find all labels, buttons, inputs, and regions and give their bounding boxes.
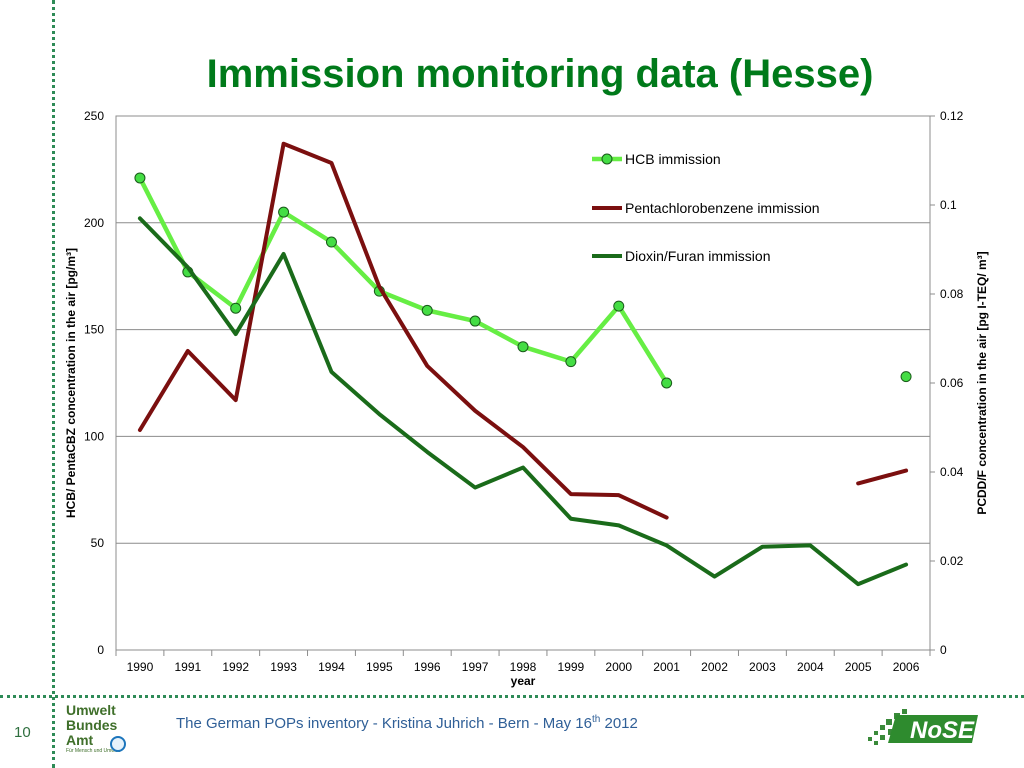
legend-label: Dioxin/Furan immission	[625, 248, 770, 264]
x-tick-label: 2003	[749, 660, 776, 674]
y-right-axis-title: PCDD/F concentration in the air [pg I-TE…	[975, 251, 989, 514]
hcb-data-point	[469, 315, 481, 327]
y-right-tick-label: 0.08	[940, 287, 964, 301]
x-tick-label: 1993	[270, 660, 297, 674]
y-right-tick-label: 0.1	[940, 198, 957, 212]
y-right-tick-label: 0.06	[940, 376, 964, 390]
series-line-1	[137, 141, 669, 520]
x-tick-label: 2001	[653, 660, 680, 674]
y-right-tick-label: 0.12	[940, 109, 964, 123]
umweltbundesamt-logo: Umwelt Bundes Amt Für Mensch und Umwelt	[66, 703, 128, 761]
hcb-data-point	[900, 371, 912, 383]
x-tick-label: 1995	[366, 660, 393, 674]
y-left-tick-label: 200	[84, 216, 104, 230]
x-tick-label: 2004	[797, 660, 824, 674]
legend-marker	[601, 153, 613, 165]
hcb-data-point	[421, 304, 433, 316]
logo-line-2: Bundes	[66, 717, 118, 733]
y-right-tick-label: 0.04	[940, 465, 964, 479]
series-line-2	[137, 216, 909, 587]
logo-subtitle: Für Mensch und Umwelt	[66, 748, 121, 754]
x-tick-label: 1992	[222, 660, 249, 674]
logo-line-1: Umwelt	[66, 702, 116, 718]
hcb-data-point	[517, 341, 529, 353]
hcb-data-point	[661, 377, 673, 389]
y-left-tick-label: 100	[84, 429, 104, 443]
left-dotted-border	[52, 0, 55, 768]
x-tick-label: 2005	[845, 660, 872, 674]
hcb-data-point	[613, 300, 625, 312]
footer-end: 2012	[600, 715, 638, 732]
bottom-dotted-border	[0, 695, 1024, 698]
y-left-tick-label: 150	[84, 323, 104, 337]
footer-main: The German POPs inventory - Kristina Juh…	[176, 715, 592, 732]
y-right-tick-label: 0.02	[940, 554, 964, 568]
x-tick-label: 2002	[701, 660, 728, 674]
y-left-tick-label: 0	[97, 643, 104, 657]
x-tick-label: 1997	[462, 660, 489, 674]
x-tick-label: 2006	[893, 660, 920, 674]
hcb-data-point	[325, 236, 337, 248]
series-line-1	[856, 468, 909, 486]
y-left-tick-label: 50	[91, 536, 105, 550]
x-tick-label: 2000	[605, 660, 632, 674]
x-tick-label: 1994	[318, 660, 345, 674]
y-right-tick-label: 0	[940, 643, 947, 657]
slide-title: Immission monitoring data (Hesse)	[206, 52, 874, 96]
footer-superscript: th	[591, 714, 601, 725]
hcb-data-point	[278, 206, 290, 218]
y-left-axis-title: HCB/ PentaCBZ concentration in the air […	[64, 248, 78, 518]
nose-logo-text: NoSE	[910, 717, 975, 744]
footer-text: The German POPs inventory - Kristina Juh…	[176, 714, 638, 732]
x-tick-label: 1996	[414, 660, 441, 674]
line-chart: 0 50 100 150 200 250 0 0.02 0.04 0.06 0.08 0.1 0.12 1…	[64, 109, 989, 688]
page-number: 10	[14, 724, 31, 741]
x-tick-label: 1990	[127, 660, 154, 674]
hcb-data-point	[134, 172, 146, 184]
hcb-data-point	[565, 356, 577, 368]
x-axis-title: year	[511, 674, 536, 688]
logo-line-3: Amt	[66, 732, 94, 748]
legend-label: Pentachlorobenzene immission	[625, 200, 820, 216]
nose-logo: NoSE	[868, 709, 978, 745]
x-tick-label: 1998	[510, 660, 537, 674]
x-tick-label: 1999	[558, 660, 585, 674]
globe-icon	[110, 736, 126, 752]
series-line-0	[137, 175, 669, 386]
legend-label: HCB immission	[625, 151, 721, 167]
x-tick-label: 1991	[174, 660, 201, 674]
hcb-data-point	[230, 302, 242, 314]
y-left-tick-label: 250	[84, 109, 104, 123]
